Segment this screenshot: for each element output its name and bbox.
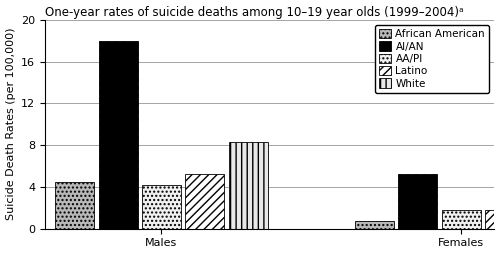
Bar	[98, 41, 138, 229]
Bar	[398, 174, 438, 229]
Legend: African American, Al/AN, AA/PI, Latino, White: African American, Al/AN, AA/PI, Latino, …	[374, 25, 489, 93]
Bar	[142, 185, 181, 229]
Bar	[56, 182, 94, 229]
Bar	[485, 210, 500, 229]
Bar	[442, 210, 480, 229]
Bar	[355, 221, 394, 229]
Bar	[186, 174, 224, 229]
Text: One-year rates of suicide deaths among 10–19 year olds (1999–2004)ᵃ: One-year rates of suicide deaths among 1…	[45, 6, 464, 19]
Bar	[228, 142, 268, 229]
Y-axis label: Suicide Death Rates (per 100,000): Suicide Death Rates (per 100,000)	[6, 28, 16, 220]
